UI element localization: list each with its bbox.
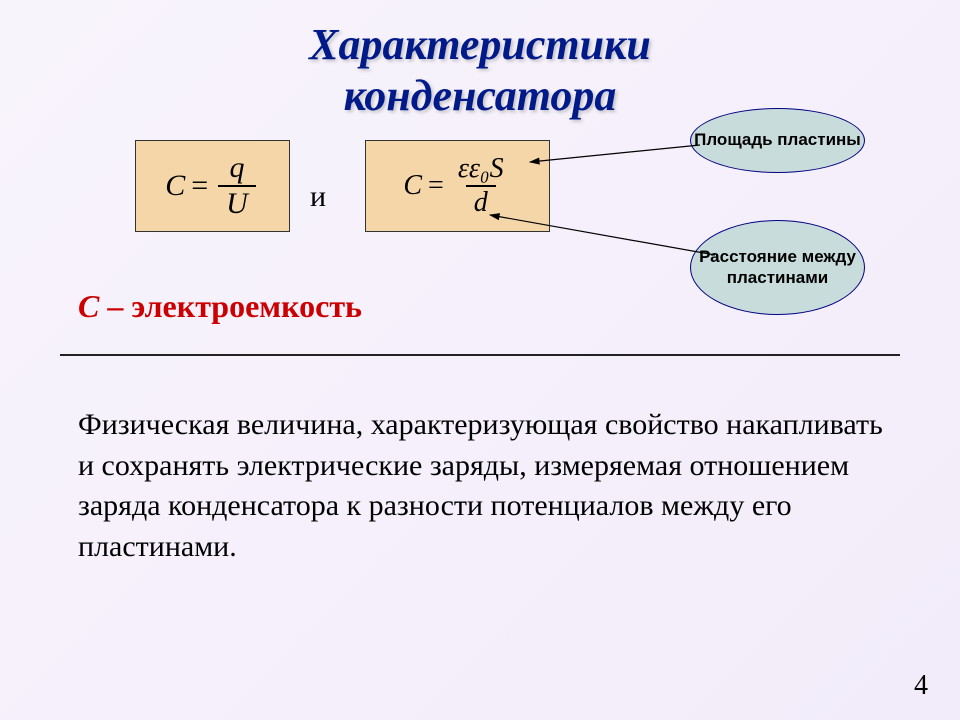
bubble2-text: Расстояние между пластинами [691, 247, 864, 288]
formula-box-1: C = q U [135, 140, 290, 232]
definition-text: Физическая величина, характеризующая сво… [78, 405, 888, 567]
f2-num: εε₀S [454, 155, 508, 185]
bubble1-text: Площадь пластины [694, 130, 861, 150]
horizontal-divider [60, 354, 900, 356]
f1-num: q [225, 153, 248, 185]
subtitle-C: С [78, 288, 99, 324]
title-line1: Характеристики [309, 20, 651, 69]
capacitance-subtitle: С – электроемкость [78, 288, 362, 325]
slide-title: Характеристики конденсатора [0, 0, 960, 121]
title-line2: конденсатора [344, 71, 617, 120]
page-number: 4 [914, 670, 928, 702]
f1-den: U [218, 185, 256, 219]
annotation-bubble-area: Площадь пластины [690, 108, 865, 173]
f2-eq: = [428, 170, 444, 202]
f2-lhs: C [403, 170, 422, 202]
subtitle-rest: – электроемкость [99, 288, 362, 324]
f2-den: d [466, 185, 496, 217]
annotation-bubble-distance: Расстояние между пластинами [690, 220, 865, 315]
f1-eq: = [191, 169, 208, 203]
formula-box-2: C = εε₀S d [365, 140, 550, 232]
f1-lhs: C [165, 169, 185, 203]
and-connector: и [310, 180, 326, 214]
f1-fraction: q U [218, 153, 256, 219]
f2-fraction: εε₀S d [454, 155, 508, 217]
